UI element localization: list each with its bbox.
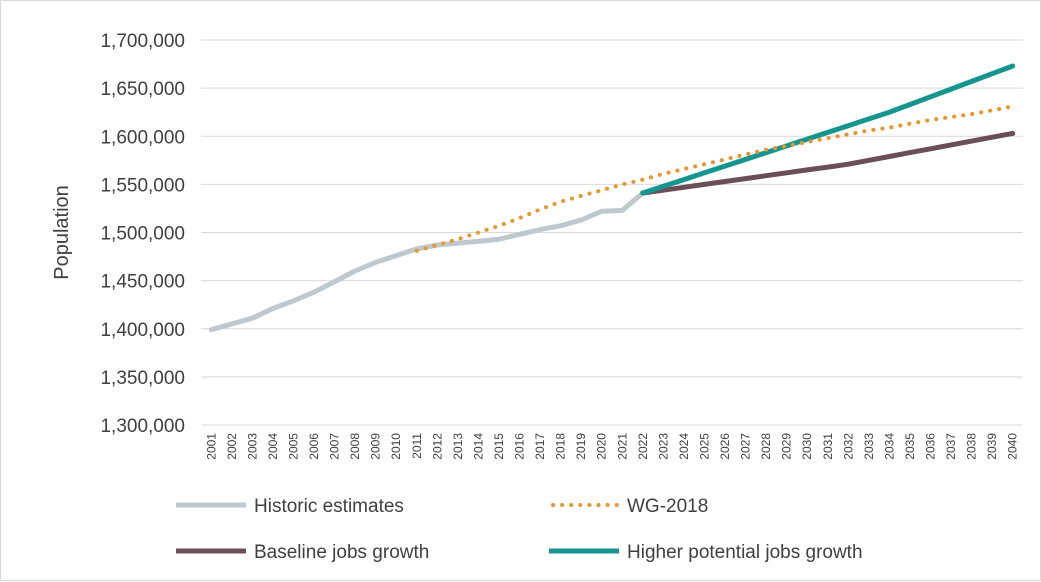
x-tick-label: 2021 <box>615 433 629 460</box>
x-tick-label: 2019 <box>574 433 588 460</box>
x-tick-label: 2030 <box>800 433 814 460</box>
x-tick-label: 2028 <box>759 433 773 460</box>
x-tick-label: 2017 <box>533 433 547 460</box>
legend-label: Baseline jobs growth <box>254 542 429 563</box>
x-tick-label: 2026 <box>718 433 732 460</box>
x-tick-label: 2020 <box>595 433 609 460</box>
x-tick-label: 2034 <box>882 433 896 460</box>
y-tick-label: 1,400,000 <box>100 320 185 341</box>
y-tick-label: 1,300,000 <box>100 416 185 437</box>
x-tick-label: 2010 <box>389 433 403 460</box>
x-tick-label: 2016 <box>513 433 527 460</box>
series-line-higher-potential-jobs-growth <box>640 63 1016 196</box>
y-tick-label: 1,500,000 <box>100 224 185 245</box>
x-tick-label: 2031 <box>821 433 835 460</box>
x-tick-label: 2018 <box>554 433 568 460</box>
x-tick-label: 2024 <box>677 433 691 460</box>
series-line-baseline-jobs-growth <box>640 130 1016 196</box>
series-line-historic-estimates <box>208 190 646 333</box>
y-tick-label: 1,550,000 <box>100 175 185 196</box>
x-tick-label: 2025 <box>697 433 711 460</box>
x-tick-label: 2022 <box>636 433 650 460</box>
series-line-wg-2018 <box>414 104 1015 253</box>
x-tick-label: 2039 <box>985 433 999 460</box>
x-tick-label: 2033 <box>862 433 876 460</box>
legend-label: Higher potential jobs growth <box>627 542 863 563</box>
x-tick-label: 2040 <box>1006 433 1020 460</box>
y-axis-ticks: 1,300,000 1,350,000 1,400,000 1,450,000 1,50… <box>100 31 185 437</box>
x-tick-label: 2015 <box>492 433 506 460</box>
y-tick-label: 1,600,000 <box>100 127 185 148</box>
x-tick-label: 2023 <box>656 433 670 460</box>
x-tick-label: 2029 <box>780 433 794 460</box>
x-tick-label: 2036 <box>924 433 938 460</box>
y-tick-label: 1,350,000 <box>100 368 185 389</box>
x-tick-label: 2002 <box>225 433 239 460</box>
legend-label: Historic estimates <box>254 496 404 517</box>
x-tick-label: 2032 <box>841 433 855 460</box>
y-tick-label: 1,650,000 <box>100 79 185 100</box>
gridlines <box>201 39 1023 426</box>
x-tick-label: 2027 <box>739 433 753 460</box>
x-tick-label: 2013 <box>451 433 465 460</box>
x-tick-label: 2001 <box>204 433 218 460</box>
legend: Historic estimates WG-2018 Baseline jobs g… <box>176 496 863 563</box>
legend-label: WG-2018 <box>627 496 708 517</box>
x-tick-label: 2005 <box>286 433 300 460</box>
x-tick-label: 2004 <box>266 433 280 460</box>
y-tick-label: 1,700,000 <box>100 31 185 52</box>
series-lines <box>208 63 1016 333</box>
x-tick-label: 2037 <box>944 433 958 460</box>
y-tick-label: 1,450,000 <box>100 272 185 293</box>
x-tick-label: 2008 <box>348 433 362 460</box>
x-tick-label: 2011 <box>410 433 424 459</box>
y-axis-label: Population <box>51 185 73 280</box>
x-tick-label: 2003 <box>245 433 259 460</box>
x-tick-label: 2007 <box>328 433 342 460</box>
x-axis-ticks: 2001 2002 2003 2004 2005 2006 2007 2008 2009 2010… <box>204 433 1019 460</box>
x-tick-label: 2014 <box>471 433 485 460</box>
x-tick-label: 2038 <box>965 433 979 460</box>
x-tick-label: 2009 <box>369 433 383 460</box>
x-tick-label: 2012 <box>430 433 444 460</box>
x-tick-label: 2006 <box>307 433 321 460</box>
x-tick-label: 2035 <box>903 433 917 460</box>
